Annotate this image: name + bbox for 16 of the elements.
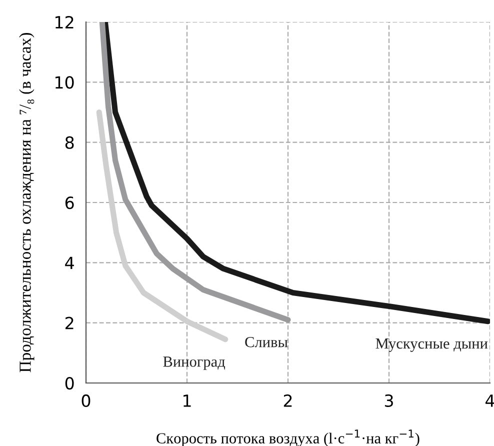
y-tick-label: 0 xyxy=(65,376,74,390)
y-axis-title: Продолжительность охлаждения на ⁷/₈ (в часах) xyxy=(19,33,34,372)
y-tick-label: 4 xyxy=(65,256,74,269)
series-label: Сливы xyxy=(245,336,288,348)
x-tick-label: 4 xyxy=(486,394,494,407)
y-tick-label: 10 xyxy=(56,76,74,89)
y-tick-label: 6 xyxy=(65,196,74,210)
y-tick-label: 8 xyxy=(65,136,74,149)
y-tick-label: 2 xyxy=(66,316,74,330)
x-tick-label: 1 xyxy=(184,394,191,407)
x-tick-label: 2 xyxy=(284,394,292,407)
series-label: Виноград xyxy=(163,356,226,370)
x-tick-label: 0 xyxy=(82,394,90,408)
series-label: Мускусные дыни xyxy=(376,338,488,352)
x-tick-label: 3 xyxy=(384,394,393,408)
y-tick-label: 12 xyxy=(56,16,74,28)
